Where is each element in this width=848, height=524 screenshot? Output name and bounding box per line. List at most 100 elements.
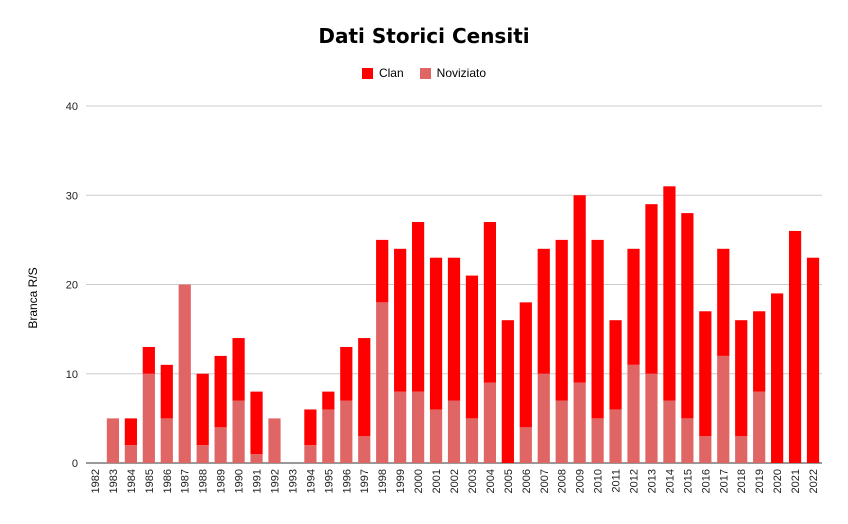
x-tick-label: 1998 xyxy=(377,469,389,493)
bar-noviziato-2012 xyxy=(627,364,640,463)
x-tick-label: 2016 xyxy=(700,469,712,493)
x-tick-label: 2006 xyxy=(521,469,533,493)
x-tick-label: 1982 xyxy=(90,469,102,493)
bar-noviziato-2000 xyxy=(411,391,425,463)
bar-noviziato-1992 xyxy=(268,418,281,463)
x-tick-label: 1996 xyxy=(341,469,353,493)
x-tick-label: 2013 xyxy=(646,469,658,493)
bar-clan-1997 xyxy=(358,338,371,437)
x-tick-label: 1985 xyxy=(144,469,156,493)
bar-clan-1994 xyxy=(304,409,317,446)
bar-noviziato-1998 xyxy=(376,302,389,463)
chart-title: Dati Storici Censiti xyxy=(318,24,530,48)
legend-item-clan: Clan xyxy=(361,66,404,80)
bar-noviziato-2019 xyxy=(753,391,766,463)
x-tick-label: 2018 xyxy=(736,469,748,493)
y-tick-label: 30 xyxy=(66,190,78,202)
bar-clan-2001 xyxy=(429,257,443,410)
bar-noviziato-1990 xyxy=(232,400,245,463)
x-tick-label: 1992 xyxy=(269,469,281,493)
x-tick-label: 1987 xyxy=(180,469,192,493)
bar-noviziato-1997 xyxy=(358,436,371,463)
bar-clan-1990 xyxy=(232,338,245,401)
bar-clan-2020 xyxy=(771,293,784,463)
bar-noviziato-1983 xyxy=(106,418,120,463)
x-tick-label: 2000 xyxy=(413,469,425,493)
x-tick-label: 2007 xyxy=(539,469,551,493)
x-tick-label: 1990 xyxy=(234,469,246,493)
x-tick-label: 2012 xyxy=(629,469,641,493)
x-tick-label: 2003 xyxy=(467,469,479,493)
x-tick-label: 2011 xyxy=(611,469,623,493)
bar-clan-2000 xyxy=(411,222,425,392)
bar-clan-1986 xyxy=(160,364,173,419)
bar-clan-2016 xyxy=(699,311,712,437)
x-tick-label: 2004 xyxy=(485,469,497,493)
x-tick-label: 1989 xyxy=(216,469,228,493)
bar-clan-2022 xyxy=(806,257,820,463)
bar-noviziato-1994 xyxy=(304,445,317,463)
x-tick-label: 2010 xyxy=(593,469,605,493)
bar-noviziato-2013 xyxy=(645,373,658,463)
bar-noviziato-1989 xyxy=(214,427,227,463)
bar-noviziato-2015 xyxy=(681,418,694,463)
bar-clan-2002 xyxy=(447,257,461,401)
legend-swatch-clan xyxy=(361,67,373,79)
bar-clan-2011 xyxy=(609,320,622,410)
bar-clan-1991 xyxy=(250,391,263,455)
bar-clan-1988 xyxy=(196,373,209,446)
bar-clan-2008 xyxy=(555,239,568,401)
bar-noviziato-1987 xyxy=(178,284,191,463)
bar-clan-1996 xyxy=(340,346,353,401)
bar-clan-2007 xyxy=(537,248,550,374)
bar-noviziato-2001 xyxy=(429,409,443,463)
x-tick-label: 2017 xyxy=(718,469,730,493)
bar-noviziato-1988 xyxy=(196,445,209,463)
x-tick-label: 2015 xyxy=(682,469,694,493)
x-tick-label: 1993 xyxy=(287,469,299,493)
bar-clan-1999 xyxy=(394,248,407,392)
bar-clan-2004 xyxy=(483,222,497,383)
x-tick-label: 2008 xyxy=(557,469,569,493)
x-tick-label: 1995 xyxy=(323,469,335,493)
bar-clan-1984 xyxy=(124,418,137,446)
x-tick-label: 1983 xyxy=(108,469,120,493)
bar-clan-1989 xyxy=(214,355,227,428)
x-tick-label: 2001 xyxy=(431,469,443,493)
legend-label-noviziato: Noviziato xyxy=(436,66,487,80)
bar-noviziato-2003 xyxy=(465,418,479,463)
x-tick-label: 1991 xyxy=(252,469,264,493)
y-tick-label: 0 xyxy=(72,458,78,470)
bar-noviziato-2014 xyxy=(663,400,676,463)
x-tick-label: 2019 xyxy=(754,469,766,493)
bar-clan-2018 xyxy=(735,320,748,437)
x-tick-label: 2002 xyxy=(449,469,461,493)
x-tick-label: 1999 xyxy=(395,469,407,493)
bar-noviziato-1984 xyxy=(124,445,137,463)
bar-clan-2012 xyxy=(627,248,640,365)
bar-noviziato-1996 xyxy=(340,400,353,463)
bar-clan-2019 xyxy=(753,311,766,392)
bar-noviziato-1985 xyxy=(142,373,155,463)
bar-clan-2005 xyxy=(501,320,514,463)
bar-noviziato-1999 xyxy=(394,391,407,463)
bar-clan-2021 xyxy=(788,230,802,463)
bar-noviziato-2011 xyxy=(609,409,622,463)
bar-clan-2010 xyxy=(591,239,604,419)
bar-noviziato-1995 xyxy=(322,409,335,463)
bar-noviziato-2006 xyxy=(519,427,532,463)
bar-clan-2017 xyxy=(717,248,730,356)
legend: Clan Noviziato xyxy=(0,66,848,80)
bar-noviziato-2007 xyxy=(537,373,550,463)
x-tick-label: 2020 xyxy=(772,469,784,493)
bar-clan-2013 xyxy=(645,204,658,374)
x-tick-label: 2005 xyxy=(503,469,515,493)
y-tick-label: 20 xyxy=(66,280,78,292)
bar-clan-1995 xyxy=(322,391,335,410)
bar-noviziato-2009 xyxy=(573,382,586,463)
x-tick-label: 2009 xyxy=(575,469,587,493)
bar-noviziato-2008 xyxy=(555,400,568,463)
x-tick-label: 1986 xyxy=(162,469,174,493)
x-tick-label: 1988 xyxy=(198,469,210,493)
